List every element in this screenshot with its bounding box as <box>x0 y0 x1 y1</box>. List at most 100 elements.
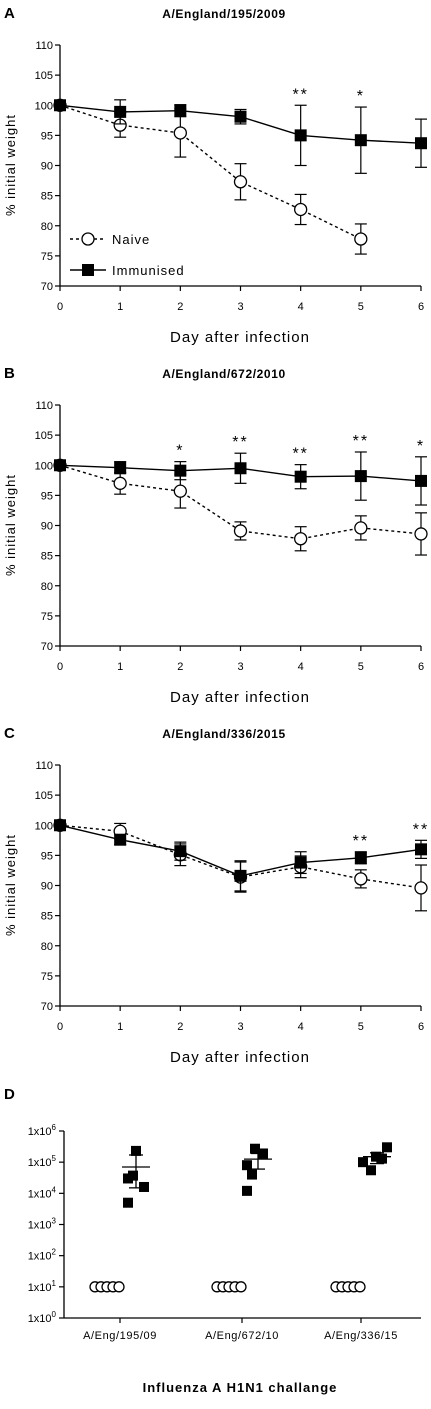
y-tick-label: 80 <box>41 581 53 593</box>
data-point-square <box>354 470 367 483</box>
y-tick-label: 85 <box>41 191 53 203</box>
data-point-square <box>174 464 187 477</box>
chart-title: A/England/672/2010 <box>162 367 286 381</box>
y-tick-label: 95 <box>41 490 53 502</box>
data-point-square <box>415 843 427 856</box>
y-tick-label: 90 <box>41 521 53 533</box>
data-point-square <box>54 459 66 472</box>
data-point-square <box>354 134 367 147</box>
data-point-square <box>242 1160 252 1171</box>
y-tick-label: 1x102 <box>28 1248 57 1263</box>
y-tick-label: 95 <box>41 850 53 862</box>
x-tick-label: 5 <box>358 661 364 673</box>
data-point-circle <box>294 202 308 217</box>
series-immunised <box>54 451 427 506</box>
series-immunised <box>54 99 427 174</box>
y-tick-label: 105 <box>35 430 53 442</box>
data-point-square <box>139 1181 149 1192</box>
data-point-circle <box>173 484 187 498</box>
y-tick-label: 75 <box>41 611 53 623</box>
data-point-square <box>114 105 127 118</box>
series-naive <box>53 458 428 556</box>
x-tick-label: 3 <box>237 661 243 673</box>
x-tick-label: 3 <box>237 301 243 313</box>
data-point-square <box>258 1148 268 1159</box>
x-tick-label: 0 <box>57 661 63 673</box>
data-point-circle <box>354 521 368 535</box>
y-tick-label: 70 <box>41 281 53 293</box>
y-tick-label: 80 <box>41 941 53 953</box>
y-tick-label: 75 <box>41 971 53 983</box>
data-point-square <box>123 1197 133 1208</box>
data-point-square <box>247 1169 257 1180</box>
y-tick-label: 105 <box>35 790 53 802</box>
legend: Naive Immunised <box>70 232 184 278</box>
y-tick-label: 70 <box>41 1001 53 1013</box>
group-naive <box>330 1281 366 1293</box>
chart-title: A/England/336/2015 <box>162 727 286 741</box>
x-tick-label: 0 <box>57 1021 63 1033</box>
data-point-square <box>358 1157 368 1168</box>
x-tick-label: 1 <box>117 661 123 673</box>
panel-d: D 1x100 1x101 1x102 1x103 1x104 1x105 1x106 A/En… <box>4 1086 421 1395</box>
data-point-circle <box>414 881 428 895</box>
x-axis-label: Day after infection <box>170 689 310 706</box>
y-tick-label: 100 <box>35 100 53 112</box>
data-point-square <box>54 99 66 112</box>
y-tick-label: 90 <box>41 881 53 893</box>
data-point-square <box>128 1170 138 1181</box>
series-immunised <box>54 819 427 892</box>
x-tick-label: 4 <box>298 301 304 313</box>
x-axis-label: Day after infection <box>170 329 310 346</box>
significance-label: ** <box>292 446 308 463</box>
data-point-square <box>382 1142 392 1153</box>
legend-marker-square <box>82 264 94 276</box>
data-point-square <box>371 1151 381 1162</box>
data-point-circle <box>233 524 248 538</box>
data-point-square <box>294 470 307 483</box>
x-axis-label: Day after infection <box>170 1049 310 1066</box>
y-tick-label: 85 <box>41 551 53 563</box>
data-point-square <box>354 851 367 864</box>
data-point-square <box>234 110 247 123</box>
significance-label: * <box>176 443 184 460</box>
series-naive <box>53 98 368 255</box>
x-tick-label: 6 <box>418 301 424 313</box>
y-tick-label: 70 <box>41 641 53 653</box>
data-point-square <box>131 1145 141 1156</box>
x-tick-label: 6 <box>418 661 424 673</box>
x-axis-label: Influenza A H1N1 challange <box>143 1380 338 1395</box>
x-tick-label: 2 <box>177 661 183 673</box>
y-tick-label: 1x103 <box>28 1217 57 1232</box>
x-tick-label: A/Eng/672/10 <box>205 1330 279 1342</box>
x-tick-label: 5 <box>358 301 364 313</box>
x-tick-label: 2 <box>177 301 183 313</box>
data-point-square <box>54 819 66 832</box>
y-tick-label: 1x104 <box>28 1185 57 1200</box>
legend-label: Naive <box>112 232 150 247</box>
group-immunised <box>122 1145 150 1208</box>
x-tick-label: 3 <box>237 1021 243 1033</box>
data-point-circle <box>113 476 127 490</box>
y-tick-label: 105 <box>35 70 53 82</box>
x-tick-label: 0 <box>57 301 63 313</box>
panel-letter: A <box>4 5 15 22</box>
panel-letter: C <box>4 725 15 742</box>
y-tick-label: 1x105 <box>28 1154 57 1169</box>
y-tick-label: 75 <box>41 251 53 263</box>
y-tick-label: 1x106 <box>28 1123 57 1138</box>
data-point-square <box>377 1153 387 1164</box>
data-point-circle <box>235 1281 247 1293</box>
y-tick-label: 1x101 <box>28 1279 57 1294</box>
panel-letter: D <box>4 1086 15 1103</box>
data-point-square <box>174 845 187 858</box>
y-tick-label: 85 <box>41 911 53 923</box>
significance-label: * <box>417 438 425 455</box>
x-tick-label: 4 <box>298 1021 304 1033</box>
y-tick-label: 100 <box>35 820 53 832</box>
data-point-circle <box>414 527 428 541</box>
significance-label: ** <box>413 821 429 838</box>
panel-c: C A/England/336/2015707580859095100105110… <box>3 725 429 1066</box>
